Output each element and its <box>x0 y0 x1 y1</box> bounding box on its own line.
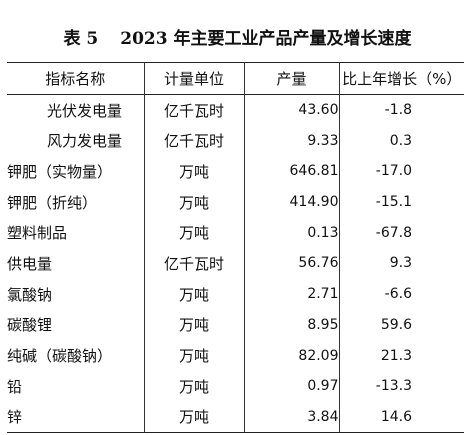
table-row: 钾肥（实物量） 万吨 646.81 -17.0 <box>7 156 464 187</box>
growth-cell: 9.3 <box>338 248 464 279</box>
output-cell: 43.60 <box>243 94 340 126</box>
output-cell: 414.90 <box>243 186 340 218</box>
header-output: 产量 <box>243 62 340 95</box>
growth-cell: -67.8 <box>338 217 464 249</box>
indicator-name-cell: 钾肥（折纯） <box>7 186 145 218</box>
table-row: 塑料制品 万吨 0.13 -67.8 <box>7 217 464 249</box>
output-cell: 82.09 <box>243 340 340 371</box>
header-unit: 计量单位 <box>143 62 245 95</box>
growth-cell: -13.3 <box>338 370 464 402</box>
growth-cell: 59.6 <box>338 309 464 341</box>
unit-cell: 万吨 <box>143 217 245 249</box>
indicator-name-cell: 塑料制品 <box>7 217 145 249</box>
indicator-name-cell: 氯酸钠 <box>7 278 145 310</box>
growth-cell: 14.6 <box>338 401 464 433</box>
unit-cell: 万吨 <box>143 156 245 187</box>
output-cell: 9.33 <box>243 125 340 157</box>
indicator-name-cell: 钾肥（实物量） <box>7 156 145 187</box>
table-row: 碳酸锂 万吨 8.95 59.6 <box>7 309 464 341</box>
table-number: 表 5 <box>63 29 99 49</box>
growth-cell: -17.0 <box>338 156 464 187</box>
table-row: 铅万吨 0.97 -13.3 <box>7 370 464 402</box>
unit-cell: 万吨 <box>143 186 245 218</box>
growth-cell: -6.6 <box>338 278 464 310</box>
unit-cell: 万吨 <box>143 401 245 433</box>
unit-cell: 亿千瓦时 <box>143 248 245 279</box>
table-row: 钾肥（折纯） 万吨 414.90 -15.1 <box>7 186 464 218</box>
growth-cell: -1.8 <box>338 94 464 126</box>
table-row: 锌万吨 3.84 14.6 <box>7 401 464 433</box>
production-table: 指标名称 计量单位 产量 比上年增长（%） 光伏发电量 亿千瓦时 43.60 -1.8… <box>7 62 464 433</box>
growth-cell: 0.3 <box>338 125 464 157</box>
unit-cell: 万吨 <box>143 278 245 310</box>
unit-cell: 万吨 <box>143 340 245 371</box>
growth-cell: 21.3 <box>338 340 464 371</box>
indicator-name-cell: 碳酸锂 <box>7 309 145 341</box>
table-body: 光伏发电量 亿千瓦时 43.60 -1.8 风力发电量 亿千瓦时 9.33 0.3 钾肥（实物量… <box>7 94 464 433</box>
output-cell: 646.81 <box>243 156 340 187</box>
output-cell: 56.76 <box>243 248 340 279</box>
indicator-name-cell: 铅 <box>7 370 145 402</box>
indicator-name-cell: 纯碱（碳酸钠） <box>7 340 145 371</box>
output-cell: 0.13 <box>243 217 340 249</box>
growth-cell: -15.1 <box>338 186 464 218</box>
indicator-name-cell: 光伏发电量 <box>7 94 145 126</box>
header-row: 指标名称 计量单位 产量 比上年增长（%） <box>7 62 464 95</box>
unit-cell: 亿千瓦时 <box>143 94 245 126</box>
unit-cell: 亿千瓦时 <box>143 125 245 157</box>
table-title: 表 5 2023 年主要工业产品产量及增长速度 <box>0 22 475 56</box>
table-title-text: 2023 年主要工业产品产量及增长速度 <box>120 29 412 49</box>
output-cell: 8.95 <box>243 309 340 341</box>
indicator-name-cell: 锌 <box>7 401 145 433</box>
output-cell: 2.71 <box>243 278 340 310</box>
unit-cell: 万吨 <box>143 370 245 402</box>
indicator-name-cell: 供电量 <box>7 248 145 279</box>
table-row: 供电量 亿千瓦时 56.76 9.3 <box>7 248 464 279</box>
unit-cell: 万吨 <box>143 309 245 341</box>
table-row: 氯酸钠 万吨 2.71 -6.6 <box>7 278 464 310</box>
output-cell: 3.84 <box>243 401 340 433</box>
table-row: 纯碱（碳酸钠） 万吨 82.09 21.3 <box>7 340 464 371</box>
header-indicator-name: 指标名称 <box>7 62 145 95</box>
output-cell: 0.97 <box>243 370 340 402</box>
table-row: 风力发电量 亿千瓦时 9.33 0.3 <box>7 125 464 157</box>
indicator-name-cell: 风力发电量 <box>7 125 145 157</box>
header-growth: 比上年增长（%） <box>338 62 464 95</box>
table-row: 光伏发电量 亿千瓦时 43.60 -1.8 <box>7 94 464 126</box>
